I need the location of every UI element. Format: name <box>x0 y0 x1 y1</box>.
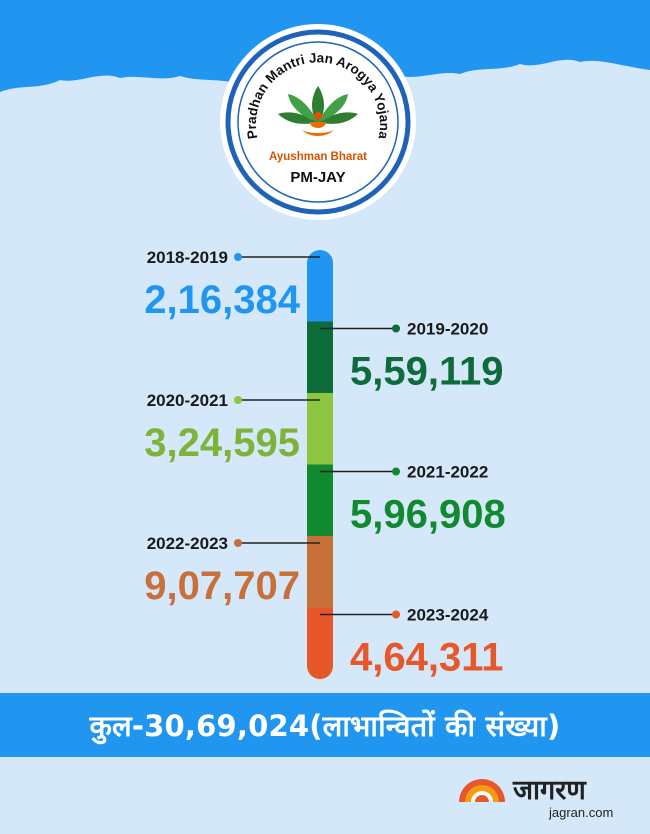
lotus-icon <box>278 86 358 136</box>
year-label: 2020-2021 <box>147 391 228 410</box>
year-label: 2023-2024 <box>407 606 489 625</box>
bar-segment <box>307 321 333 394</box>
connector-dot <box>234 539 242 547</box>
connector-dot <box>392 467 400 476</box>
bar-segment <box>307 536 333 608</box>
total-banner: कुल-30,69,024(लाभान्वितों की संख्या) <box>0 693 650 757</box>
brand-domain: jagran.com <box>549 805 614 820</box>
value-label: 5,59,119 <box>350 350 504 394</box>
value-label: 3,24,595 <box>144 421 300 465</box>
bar-segment <box>307 607 333 679</box>
connector-dot <box>234 253 242 261</box>
year-label: 2022-2023 <box>147 534 228 553</box>
pmjay-logo: Pradhan Mantri Jan Arogya Yojana Ayushma… <box>220 24 416 220</box>
logo-short: PM-JAY <box>290 169 345 186</box>
bar-segment <box>307 464 333 537</box>
year-label: 2019-2020 <box>407 320 488 339</box>
year-label: 2018-2019 <box>147 248 228 267</box>
logo-subtitle: Ayushman Bharat <box>269 151 367 163</box>
connector-dot <box>392 610 400 619</box>
value-label: 2,16,384 <box>144 278 300 322</box>
connector-dot <box>392 324 400 333</box>
brand-name: जागरण <box>513 775 586 806</box>
connector-dot <box>234 396 242 404</box>
value-label: 4,64,311 <box>350 636 504 680</box>
value-label: 9,07,707 <box>144 564 300 608</box>
value-label: 5,96,908 <box>350 493 506 537</box>
year-label: 2021-2022 <box>407 463 488 482</box>
yearwise-chart: 2018-2019 2,16,384 2019-2020 5,59,119 2020-2… <box>144 248 506 680</box>
bar-segment <box>307 393 333 465</box>
jagran-brand: जागरण jagran.com <box>457 770 632 826</box>
total-text: कुल-30,69,024(लाभान्वितों की संख्या) <box>89 708 561 743</box>
bar-segment <box>307 250 333 322</box>
sunrise-icon <box>459 779 505 802</box>
